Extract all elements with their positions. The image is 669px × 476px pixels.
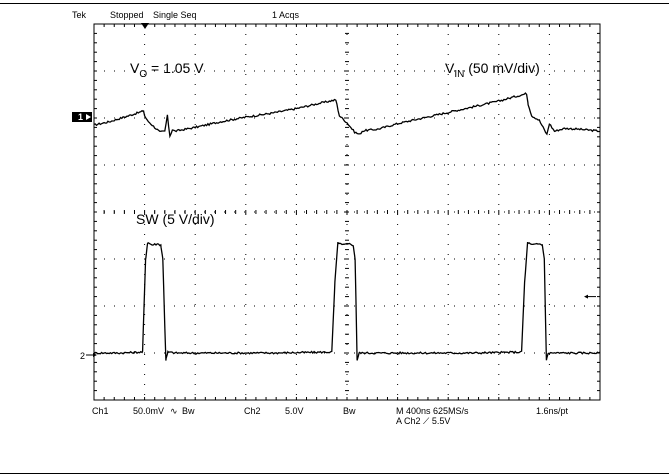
top-rule [0,3,669,4]
vin-annotation: VIN (50 mV/div) [445,60,540,80]
acquisition-mode: Single Seq [153,10,197,20]
resolution-readout: 1.6ns/pt [536,406,569,416]
vout-annotation: VO = 1.05 V [130,60,204,80]
ch1-coupling-icon: ∿ [170,406,178,416]
ch1-scale: 50.0mV [133,406,165,416]
trigger-level-arrowhead-icon [584,294,588,299]
trace-sw [93,241,601,361]
trigger-readout: A Ch2 ⟋ 5.5V [396,416,451,426]
traces [93,92,601,361]
ch1-marker-label: 1 [78,112,83,122]
scope-settings-bar: Ch1 50.0mV ∿ Bw Ch2 5.0V Bw M 400ns 625M… [0,406,669,436]
acquisition-count: 1 Acqs [272,10,300,20]
ch1-bandwidth-limit: Bw [182,406,195,416]
ch1-arrow-icon [86,114,91,120]
ch2-marker-label: 2 [80,351,85,361]
channel-markers: 1 2 [72,112,596,361]
scope-status-bar: Tek Stopped Single Seq 1 Acqs [0,10,669,24]
acquisition-status: Stopped [110,10,144,20]
bottom-rule [0,473,669,474]
trace-vin [93,92,600,139]
annotations: VO = 1.05 V VIN (50 mV/div) SW (5 V/div) [130,60,540,227]
sw-annotation: SW (5 V/div) [136,211,215,227]
graticule [93,23,601,401]
ch2-bandwidth-limit: Bw [343,406,356,416]
ch2-label: Ch2 [244,406,261,416]
ch2-arrowhead-icon [93,353,97,357]
brand-label: Tek [72,10,87,20]
ch2-scale: 5.0V [285,406,304,416]
ch1-marker-icon [72,112,92,122]
ch1-label: Ch1 [92,406,109,416]
timebase-readout: M 400ns 625MS/s [396,406,469,416]
